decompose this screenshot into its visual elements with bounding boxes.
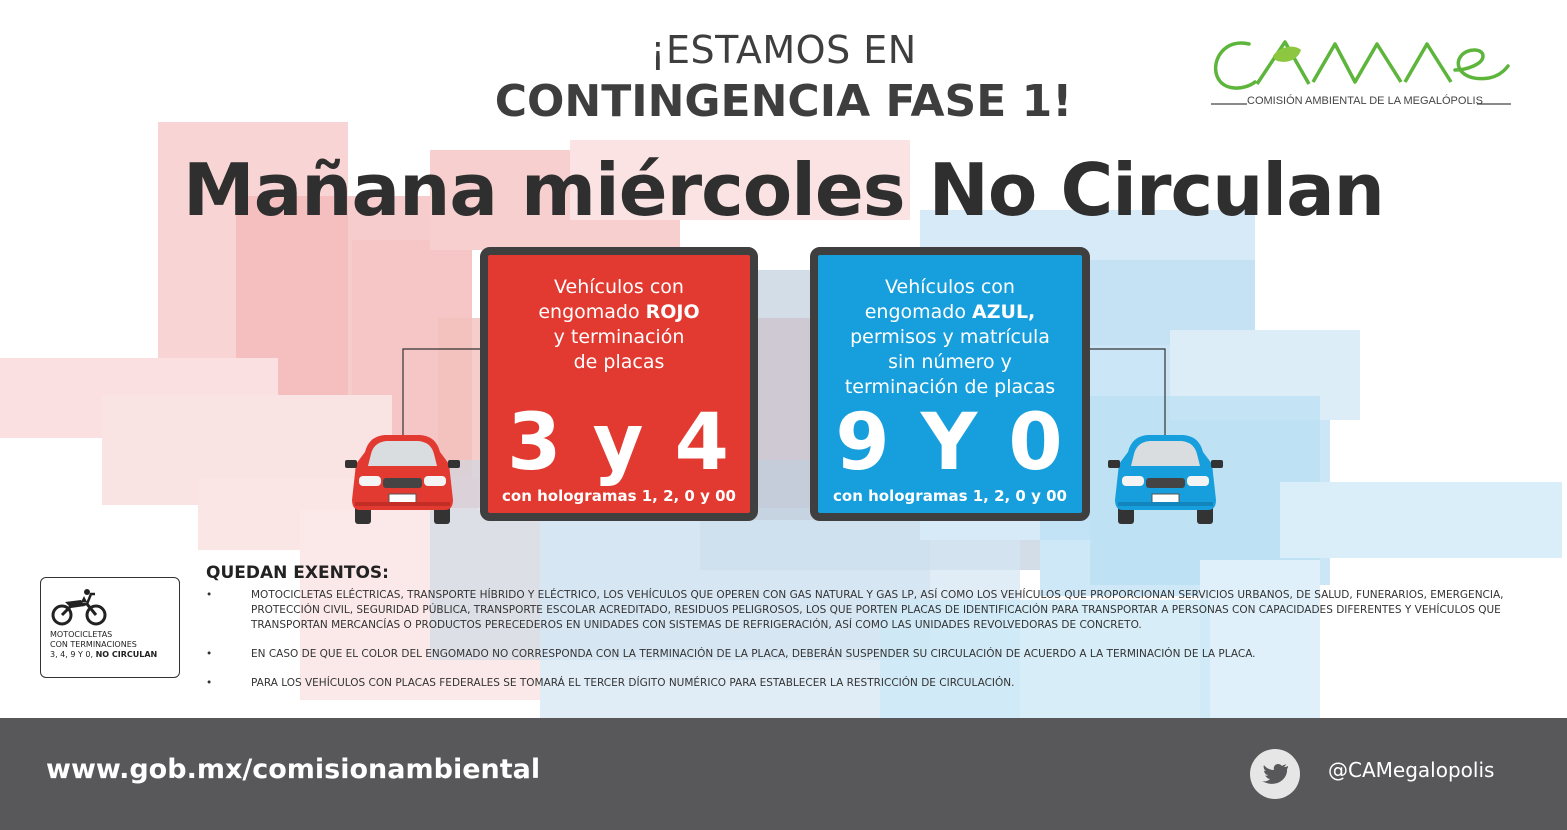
twitter-bird-icon — [1262, 764, 1288, 784]
connector-blue — [1082, 348, 1166, 440]
connector-red — [402, 348, 488, 440]
blue-panel-description: Vehículos con engomado AZUL, permisos y … — [844, 276, 1056, 398]
page-title: Mañana miércoles No Circulan — [183, 148, 1385, 232]
heading-line-2: CONTINGENCIA FASE 1! — [494, 76, 1073, 127]
heading-line-1: ¡ESTAMOS EN — [650, 28, 917, 72]
logo-subtitle: COMISIÓN AMBIENTAL DE LA MEGALÓPOLIS — [1247, 95, 1483, 107]
motorcycle-icon — [51, 589, 107, 626]
exemptions-title: QUEDAN EXENTOS: — [206, 563, 389, 583]
blue-sticker-panel: Vehículos con engomado AZUL, permisos y … — [810, 247, 1090, 521]
red-plate-endings: 3 y 4 — [507, 398, 731, 488]
footer-url-link[interactable]: www.gob.mx/comisionambiental — [46, 754, 541, 785]
motorcycle-text: MOTOCICLETAS CON TERMINACIONES 3, 4, 9 Y… — [50, 630, 158, 659]
red-holograms: con hologramas 1, 2, 0 y 00 — [502, 487, 736, 505]
motorcycle-notice: MOTOCICLETAS CON TERMINACIONES 3, 4, 9 Y… — [40, 577, 180, 678]
came-logo — [1211, 40, 1511, 105]
red-panel-description: Vehículos con engomado ROJO y terminació… — [538, 276, 700, 373]
red-sticker-panel: Vehículos con engomado ROJO y terminació… — [480, 247, 758, 521]
blue-car-icon — [1108, 435, 1223, 524]
blue-plate-endings: 9 Y 0 — [835, 398, 1065, 488]
blue-holograms: con hologramas 1, 2, 0 y 00 — [833, 487, 1067, 505]
red-car-icon — [345, 435, 460, 524]
exemption-item: MOTOCICLETAS ELÉCTRICAS, TRANSPORTE HÍBR… — [206, 588, 1536, 633]
twitter-handle[interactable]: @CAMegalopolis — [1328, 758, 1495, 782]
exemption-item: EN CASO DE QUE EL COLOR DEL ENGOMADO NO … — [206, 647, 1536, 662]
exemption-item: PARA LOS VEHÍCULOS CON PLACAS FEDERALES … — [206, 676, 1536, 691]
twitter-icon[interactable] — [1250, 749, 1300, 799]
exemptions-list: MOTOCICLETAS ELÉCTRICAS, TRANSPORTE HÍBR… — [206, 588, 1536, 705]
footer-bar: www.gob.mx/comisionambiental @CAMegalopo… — [0, 718, 1567, 830]
